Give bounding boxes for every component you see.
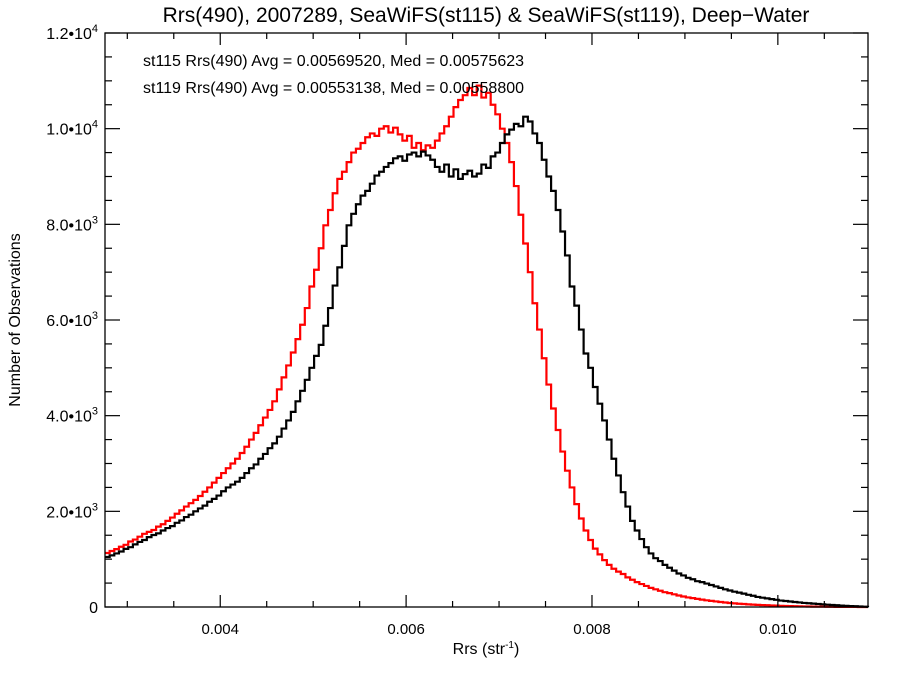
y-tick-mantissa: 0 — [89, 600, 98, 617]
series-st119-line — [105, 84, 868, 609]
y-axis-label: Number of Observations — [7, 233, 24, 406]
axes-layer: 0.004 0.006 0.008 0.01002.0•1034.0•1036.0•1… — [46, 23, 869, 638]
y-tick-mantissa: 6.0•10 — [46, 313, 92, 330]
y-tick-exponent: 3 — [92, 214, 98, 226]
x-axis-label-end: ) — [514, 641, 519, 658]
y-tick-label: 2.0•103 — [46, 501, 98, 521]
y-tick-label: 1.0•104 — [46, 119, 98, 139]
chart-title: Rrs(490), 2007289, SeaWiFS(st115) & SeaW… — [163, 4, 810, 27]
y-tick-mantissa: 1.0•10 — [46, 122, 92, 139]
series-layer — [105, 84, 870, 609]
plot-frame — [104, 32, 869, 608]
y-tick-mantissa: 8.0•10 — [46, 217, 92, 234]
x-tick-label: 0.010 — [759, 621, 797, 638]
x-axis-label-main: Rrs (str — [453, 641, 506, 658]
y-tick-mantissa: 2.0•10 — [46, 504, 92, 521]
y-tick-mantissa: 4.0•10 — [46, 409, 92, 426]
series-st115-line — [105, 115, 870, 608]
y-tick-label: 1.2•104 — [46, 23, 98, 43]
y-tick-exponent: 3 — [92, 406, 98, 418]
x-tick-label: 0.004 — [201, 621, 239, 638]
legend-annotations: st115 Rrs(490) Avg = 0.00569520, Med = 0… — [143, 53, 524, 97]
y-tick-exponent: 3 — [92, 501, 98, 513]
x-tick-label: 0.008 — [573, 621, 611, 638]
y-tick-exponent: 4 — [92, 23, 98, 35]
y-tick-label: 8.0•103 — [46, 214, 98, 234]
y-tick-mantissa: 1.2•10 — [46, 26, 92, 43]
y-tick-exponent: 4 — [92, 119, 98, 131]
y-tick-label: 0 — [89, 600, 98, 617]
y-tick-label: 6.0•103 — [46, 310, 98, 330]
x-axis-label-superscript: -1 — [505, 640, 514, 651]
y-tick-exponent: 3 — [92, 310, 98, 322]
annotation-st115: st115 Rrs(490) Avg = 0.00569520, Med = 0… — [143, 53, 524, 70]
x-axis-label: Rrs (str-1) — [453, 640, 520, 658]
annotation-st119: st119 Rrs(490) Avg = 0.00553138, Med = 0… — [143, 80, 524, 97]
y-tick-label: 4.0•103 — [46, 406, 98, 426]
x-tick-label: 0.006 — [387, 621, 425, 638]
